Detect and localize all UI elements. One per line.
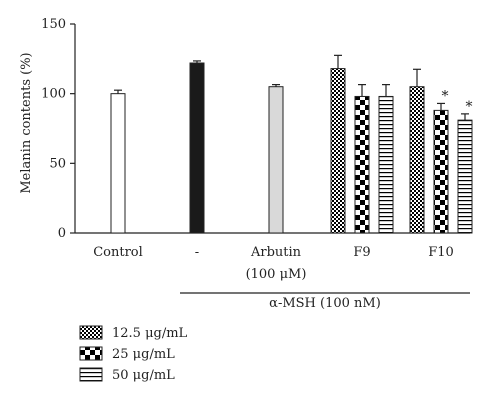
- x-tick-label: -: [195, 245, 199, 260]
- y-tick-label: 0: [58, 226, 66, 241]
- legend-swatch: [79, 367, 103, 382]
- bar-marks: [110, 62, 473, 234]
- error-bars: [114, 54, 469, 121]
- bar: [110, 93, 126, 234]
- y-tick-label: 100: [41, 87, 66, 102]
- x-tick-label: Control: [93, 245, 143, 260]
- legend-label: 25 μg/mL: [112, 347, 175, 362]
- bar: [330, 68, 346, 234]
- y-axis-title: Melanin contents (%): [19, 52, 34, 193]
- bar: [457, 119, 473, 234]
- x-tick-label: Arbutin: [250, 245, 302, 260]
- significance-marker: *: [442, 88, 449, 104]
- bar: [189, 62, 205, 234]
- bar: [409, 86, 425, 234]
- treatment-label: α-MSH (100 nM): [269, 296, 381, 311]
- bar: [268, 86, 284, 234]
- y-tick-label: 150: [41, 17, 66, 32]
- x-tick-label: F10: [428, 245, 454, 260]
- legend: 12.5 μg/mL 25 μg/mL 50 μg/mL: [79, 325, 188, 383]
- significance-marks: **: [442, 88, 473, 114]
- y-tick-label: 50: [49, 156, 66, 171]
- x-tick-sublabel: (100 μM): [246, 267, 307, 282]
- x-tick-label: F9: [353, 245, 370, 260]
- legend-label: 50 μg/mL: [112, 368, 175, 383]
- bar: [378, 95, 394, 234]
- legend-label: 12.5 μg/mL: [112, 326, 188, 341]
- bar: [433, 109, 449, 234]
- legend-swatch: [79, 346, 103, 361]
- y-ticks: 0 50 100 150: [41, 17, 75, 241]
- bar: [354, 95, 370, 234]
- significance-marker: *: [466, 99, 473, 115]
- group-labels: Control - Arbutin (100 μM) F9 F10: [93, 245, 454, 282]
- legend-swatch: [79, 325, 103, 340]
